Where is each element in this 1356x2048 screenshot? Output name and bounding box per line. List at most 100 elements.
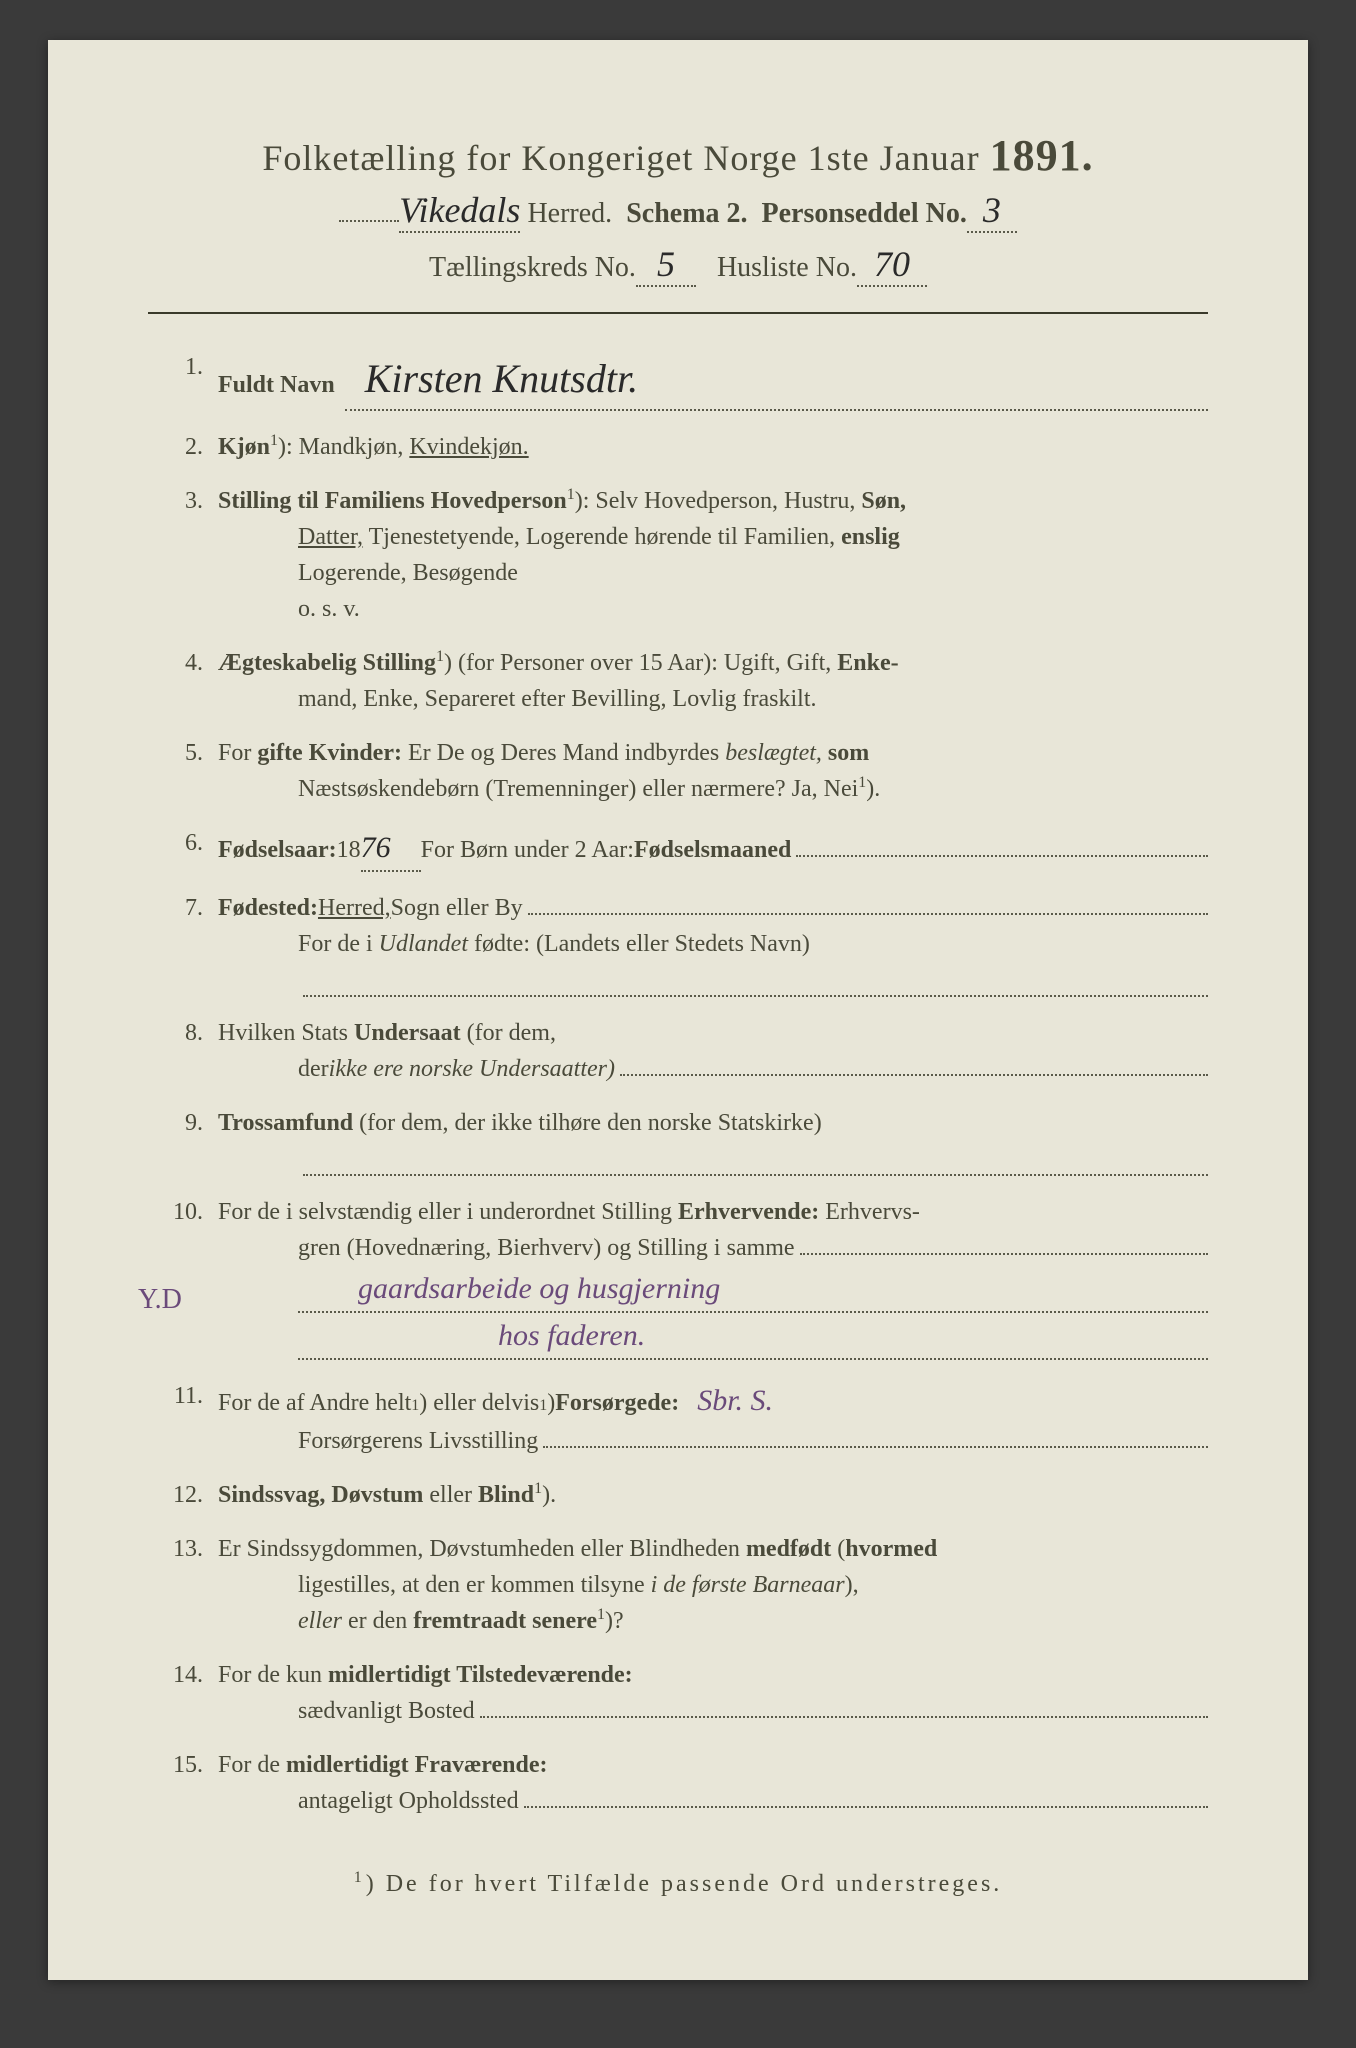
- row-2: 2. Kjøn1): Mandkjøn, Kvindekjøn.: [168, 429, 1208, 465]
- r4-line2: mand, Enke, Separeret efter Bevilling, L…: [218, 681, 1208, 717]
- r13-bold2: hvormed: [845, 1536, 937, 1562]
- husliste-value: 70: [857, 243, 927, 287]
- herred-label: Herred.: [527, 198, 612, 229]
- r11-fill: [543, 1428, 1208, 1448]
- row-num-5: 5.: [168, 735, 218, 807]
- r11-sup1: 1: [411, 1394, 419, 1418]
- personseddel-label: Personseddel No.: [762, 198, 967, 229]
- r9-label: Trossamfund: [218, 1110, 353, 1136]
- r4-text1: ) (for Personer over 15 Aar): Ugift, Gif…: [444, 650, 837, 676]
- r10-hw1: gaardsarbeide og husgjerning: [298, 1266, 1208, 1313]
- document-header: Folketælling for Kongeriget Norge 1ste J…: [148, 130, 1208, 287]
- r6-text2: For Børn under 2 Aar:: [421, 832, 634, 868]
- row-num-1: 1.: [168, 349, 218, 411]
- main-title: Folketælling for Kongeriget Norge 1ste J…: [148, 130, 1208, 181]
- r15-fill: [524, 1788, 1208, 1808]
- r3-bold1: Søn,: [861, 488, 906, 514]
- r11-line2: Forsørgerens Livsstilling: [298, 1423, 538, 1459]
- r8-text1: Hvilken Stats: [218, 1020, 354, 1046]
- row-num-9: 9.: [168, 1105, 218, 1176]
- r5-text1: For: [218, 740, 257, 766]
- row-15: 15. For de midlertidigt Fraværende: anta…: [168, 1747, 1208, 1819]
- row-num-10: 10.: [168, 1194, 218, 1360]
- row-11: 11. For de af Andre helt1) eller delvis1…: [168, 1378, 1208, 1459]
- r1-value: Kirsten Knutsdtr.: [345, 349, 1208, 411]
- r7-underlined: Herred,: [318, 890, 391, 926]
- r11-text3: ): [547, 1385, 555, 1421]
- row-num-3: 3.: [168, 483, 218, 627]
- r14-line2: sædvanligt Bosted: [298, 1693, 475, 1729]
- r6-year-prefix: 18: [337, 832, 361, 868]
- husliste-label: Husliste No.: [717, 252, 857, 283]
- r11-sup2: 1: [539, 1394, 547, 1418]
- r4-bold1: Enke-: [837, 650, 898, 676]
- r13-line3b: er den: [342, 1608, 413, 1634]
- r7-italic1: Udlandet: [379, 931, 468, 957]
- row-num-13: 13.: [168, 1531, 218, 1639]
- r10-text1: For de i selvstændig eller i underordnet…: [218, 1199, 678, 1225]
- row-6: 6. Fødselsaar: 1876 For Børn under 2 Aar…: [168, 825, 1208, 872]
- row-num-2: 2.: [168, 429, 218, 465]
- row-num-7: 7.: [168, 890, 218, 997]
- r8-bold1: Undersaat: [354, 1020, 461, 1046]
- r13-bold1: medfødt: [746, 1536, 831, 1562]
- r2-label: Kjøn: [218, 434, 270, 460]
- r13-text3: )?: [605, 1608, 624, 1634]
- r5-line2: Næstsøskendebørn (Tremenninger) eller næ…: [298, 776, 858, 802]
- r2-underlined: Kvindekjøn.: [409, 434, 528, 460]
- r12-sup: 1: [534, 1480, 542, 1497]
- r7-text2: fødte: (Landets eller Stedets Navn): [468, 931, 810, 957]
- r12-text2: ).: [542, 1482, 556, 1508]
- r7-line2: For de i: [298, 931, 379, 957]
- row-num-6: 6.: [168, 825, 218, 872]
- r3-line4: o. s. v.: [218, 591, 1208, 627]
- row-14: 14. For de kun midlertidigt Tilstedevære…: [168, 1657, 1208, 1729]
- r10-bold1: Erhvervende:: [678, 1199, 819, 1225]
- row-8: 8. Hvilken Stats Undersaat (for dem, der…: [168, 1015, 1208, 1087]
- r3-line2a: Datter,: [298, 524, 363, 550]
- r4-sup: 1: [436, 648, 444, 665]
- r5-bold2: som: [822, 740, 869, 766]
- row-13: 13. Er Sindssygdommen, Døvstumheden elle…: [168, 1531, 1208, 1639]
- row-num-11: 11.: [168, 1378, 218, 1459]
- footer-sup: 1: [354, 1869, 366, 1886]
- r15-line2: antageligt Opholdssted: [298, 1783, 519, 1819]
- r10-fill1: [800, 1235, 1208, 1255]
- r14-fill: [480, 1698, 1208, 1718]
- r2-sup: 1: [270, 432, 278, 449]
- row-num-15: 15.: [168, 1747, 218, 1819]
- title-text: Folketælling for Kongeriget Norge 1ste J…: [262, 138, 979, 178]
- r15-text1: For de: [218, 1752, 286, 1778]
- header-divider: [148, 312, 1208, 314]
- r12-bold1: Sindssvag, Døvstum: [218, 1482, 423, 1508]
- row-num-12: 12.: [168, 1477, 218, 1513]
- census-document: Folketælling for Kongeriget Norge 1ste J…: [48, 40, 1308, 1980]
- r3-text1: ): Selv Hovedperson, Hustru,: [575, 488, 862, 514]
- r14-text1: For de kun: [218, 1662, 328, 1688]
- r3-label: Stilling til Familiens Hovedperson: [218, 488, 567, 514]
- r9-text1: (for dem, der ikke tilhøre den norske St…: [353, 1110, 822, 1136]
- taellingskreds-label: Tællingskreds No.: [429, 252, 636, 283]
- r5-bold1: gifte Kvinder:: [257, 740, 402, 766]
- r13-bold3: fremtraadt senere: [413, 1608, 597, 1634]
- footer-note: 1) De for hvert Tilfælde passende Ord un…: [148, 1869, 1208, 1898]
- r6-year-value: 76: [361, 825, 421, 872]
- herred-value: Vikedals: [399, 189, 520, 233]
- r8-fill: [620, 1056, 1208, 1076]
- r14-bold1: midlertidigt Tilstedeværende:: [328, 1662, 633, 1688]
- r3-bold2: enslig: [841, 524, 900, 550]
- personseddel-value: 3: [967, 189, 1017, 233]
- r8-italic1: ikke ere norske Undersaatter): [329, 1051, 615, 1087]
- r6-fill: [796, 837, 1208, 857]
- row-4: 4. Ægteskabelig Stilling1) (for Personer…: [168, 645, 1208, 717]
- form-body: 1. Fuldt Navn Kirsten Knutsdtr. 2. Kjøn1…: [148, 349, 1208, 1819]
- r3-line2b: Tjenestetyende, Logerende hørende til Fa…: [363, 524, 841, 550]
- r11-hw1: Sbr. S.: [697, 1378, 773, 1423]
- r3-line3: Logerende, Besøgende: [218, 555, 1208, 591]
- row-9: 9. Trossamfund (for dem, der ikke tilhør…: [168, 1105, 1208, 1176]
- r2-text: ): Mandkjøn,: [278, 434, 409, 460]
- r7-text1: Sogn eller By: [391, 890, 523, 926]
- r4-label: Ægteskabelig Stilling: [218, 650, 436, 676]
- row-num-8: 8.: [168, 1015, 218, 1087]
- kreds-line: Tællingskreds No.5 Husliste No.70: [148, 243, 1208, 287]
